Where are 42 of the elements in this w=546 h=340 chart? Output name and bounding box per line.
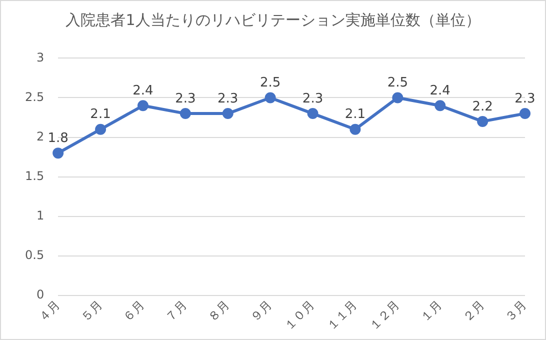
x-tick-label: ９月 xyxy=(248,298,275,325)
data-label: 2.4 xyxy=(132,84,154,99)
point xyxy=(520,108,530,120)
point xyxy=(180,108,191,120)
x-tick-label: ７月 xyxy=(162,298,190,325)
data-label: 2.3 xyxy=(218,91,238,106)
x-tick-label: ６月 xyxy=(120,298,148,325)
point xyxy=(350,124,361,135)
point xyxy=(264,92,276,104)
y-tick-label: 2.5 xyxy=(24,90,44,104)
x-tick-label: ２月 xyxy=(460,298,487,325)
data-label: 2.3 xyxy=(302,91,324,106)
y-tick-label: 2 xyxy=(36,129,44,144)
x-tick-label: １０月 xyxy=(282,298,318,334)
point xyxy=(392,92,404,104)
data-label: 2.4 xyxy=(430,84,450,99)
point xyxy=(434,100,446,112)
data-label: 1.8 xyxy=(48,130,68,146)
x-tick-label: ８月 xyxy=(205,298,232,325)
data-label: 2.1 xyxy=(344,107,366,122)
x-tick-label: １２月 xyxy=(366,298,402,334)
y-tick-label: 3 xyxy=(36,50,44,64)
point xyxy=(95,124,106,135)
point xyxy=(137,100,148,112)
data-label: 2.5 xyxy=(260,76,281,91)
y-tick-label: 0.5 xyxy=(24,248,44,262)
data-label: 2.3 xyxy=(175,91,196,106)
data-label: 2.5 xyxy=(387,76,408,91)
point xyxy=(222,108,234,120)
chart-title: 入院患者1人当たりのリハビリテーション実施単位数（単位） xyxy=(64,11,482,30)
x-tick-label: １月 xyxy=(418,298,444,325)
data-label: 2.3 xyxy=(514,91,536,106)
x-tick-label: ３月 xyxy=(502,298,530,325)
data-label: 2.2 xyxy=(472,99,493,114)
y-tick-label: 1.5 xyxy=(24,168,44,183)
point xyxy=(52,148,64,159)
point xyxy=(307,108,318,120)
y-tick-label: 1 xyxy=(36,208,44,222)
x-tick-label: ５月 xyxy=(78,298,105,325)
x-tick-label: １１月 xyxy=(324,298,360,334)
point xyxy=(477,116,488,127)
data-label: 2.1 xyxy=(90,107,111,122)
